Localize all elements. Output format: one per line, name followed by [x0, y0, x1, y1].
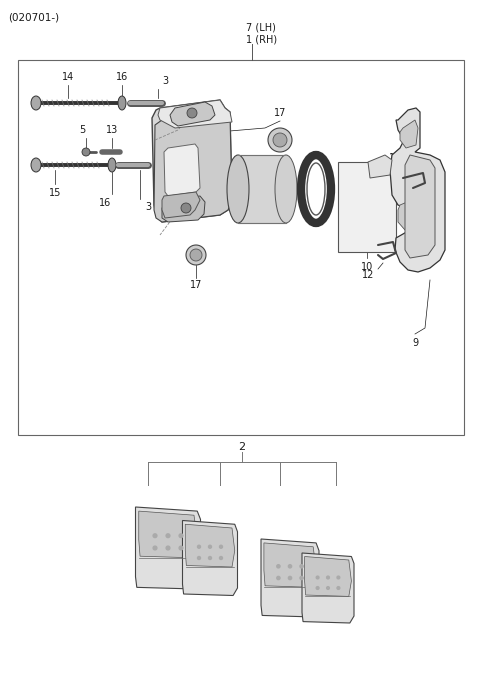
Ellipse shape	[190, 249, 202, 261]
Text: 5: 5	[79, 125, 85, 135]
Text: 12: 12	[362, 270, 374, 280]
Text: 7 (LH): 7 (LH)	[246, 22, 276, 32]
Text: (020701-): (020701-)	[8, 12, 59, 22]
Polygon shape	[158, 100, 232, 128]
Circle shape	[276, 576, 281, 580]
Circle shape	[82, 148, 90, 156]
Circle shape	[181, 203, 191, 213]
Text: 17: 17	[190, 280, 202, 290]
Polygon shape	[162, 192, 200, 218]
Bar	[18, 60, 464, 435]
Text: 16: 16	[116, 72, 128, 82]
Polygon shape	[398, 200, 418, 230]
Circle shape	[197, 544, 201, 549]
Text: 16: 16	[99, 198, 111, 208]
Ellipse shape	[31, 96, 41, 110]
Polygon shape	[264, 543, 316, 587]
Circle shape	[300, 576, 304, 580]
Polygon shape	[154, 112, 232, 222]
Text: 3: 3	[145, 202, 151, 212]
Polygon shape	[162, 196, 205, 222]
Polygon shape	[185, 524, 235, 567]
Ellipse shape	[227, 155, 249, 223]
Polygon shape	[182, 521, 238, 595]
Ellipse shape	[118, 96, 126, 110]
Ellipse shape	[273, 133, 287, 147]
Circle shape	[288, 564, 292, 569]
Bar	[338, 162, 396, 252]
Circle shape	[336, 586, 340, 590]
Polygon shape	[261, 539, 319, 617]
Text: 10: 10	[361, 262, 373, 272]
Ellipse shape	[268, 128, 292, 152]
Polygon shape	[400, 120, 418, 148]
Text: 2: 2	[239, 442, 246, 452]
Circle shape	[315, 586, 320, 590]
Circle shape	[152, 533, 157, 538]
Text: 13: 13	[106, 125, 118, 135]
Circle shape	[315, 576, 320, 580]
Circle shape	[208, 556, 212, 560]
Circle shape	[300, 564, 304, 569]
Ellipse shape	[275, 155, 297, 223]
Polygon shape	[152, 100, 232, 222]
Text: 15: 15	[49, 188, 61, 198]
Ellipse shape	[108, 158, 116, 172]
Circle shape	[179, 533, 183, 538]
Circle shape	[336, 576, 340, 580]
Text: 9: 9	[412, 338, 418, 348]
Polygon shape	[390, 108, 445, 272]
Text: 1 (RH): 1 (RH)	[246, 34, 277, 44]
Polygon shape	[302, 553, 354, 623]
Polygon shape	[368, 155, 392, 178]
Text: 3: 3	[162, 76, 168, 86]
Circle shape	[208, 544, 212, 549]
Circle shape	[219, 544, 223, 549]
Text: 12: 12	[389, 153, 401, 163]
Circle shape	[187, 108, 197, 118]
Polygon shape	[405, 155, 435, 258]
Ellipse shape	[31, 158, 41, 172]
Text: 17: 17	[274, 108, 286, 118]
Circle shape	[326, 586, 330, 590]
Bar	[238, 155, 286, 223]
Polygon shape	[164, 144, 200, 196]
Circle shape	[179, 545, 183, 551]
Ellipse shape	[186, 245, 206, 265]
Circle shape	[288, 576, 292, 580]
Circle shape	[197, 556, 201, 560]
Circle shape	[219, 556, 223, 560]
Polygon shape	[170, 102, 215, 126]
Circle shape	[166, 545, 170, 551]
Text: 14: 14	[62, 72, 74, 82]
Circle shape	[166, 533, 170, 538]
Polygon shape	[139, 511, 197, 558]
Circle shape	[152, 545, 157, 551]
Circle shape	[276, 564, 281, 569]
Polygon shape	[305, 557, 351, 597]
Circle shape	[326, 576, 330, 580]
Ellipse shape	[307, 163, 325, 215]
Polygon shape	[135, 507, 201, 589]
